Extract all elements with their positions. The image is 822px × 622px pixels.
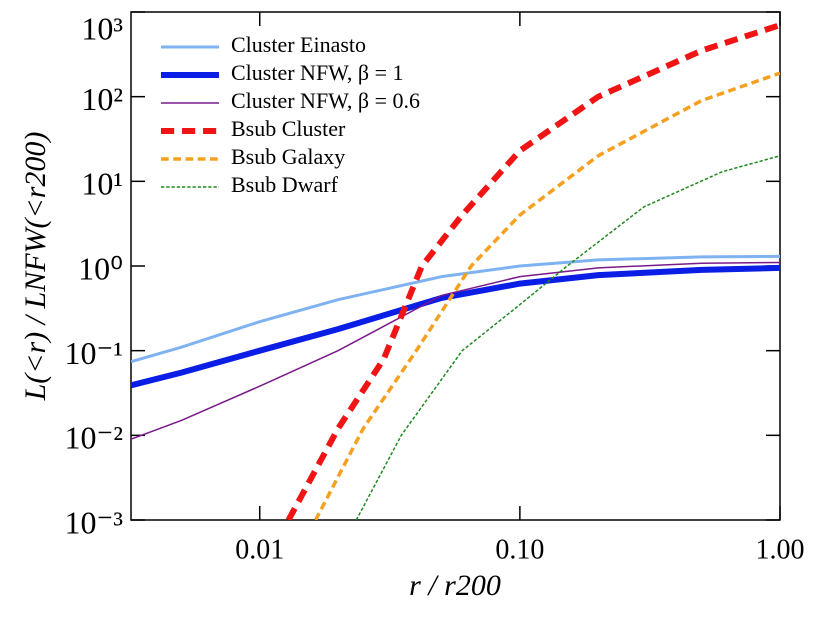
x-tick-label: 0.01: [235, 534, 284, 565]
y-tick-label: 10¹: [81, 166, 123, 202]
series-line: [131, 254, 780, 364]
plot-lines: [131, 22, 780, 520]
series-line: [131, 264, 780, 389]
legend-label: Bsub Galaxy: [231, 144, 345, 169]
y-tick-label: 10³: [81, 10, 123, 46]
plot-frame: [130, 11, 781, 521]
series-line: [285, 22, 780, 520]
x-tick-label: 1.00: [756, 534, 805, 565]
y-tick-label: 10⁻²: [65, 420, 123, 456]
y-tick-label: 10⁻¹: [65, 335, 123, 371]
y-axis-label: L(<r) / LNFW(<r200): [19, 132, 52, 402]
y-tick-label: 10⁻³: [65, 504, 123, 540]
series-line: [314, 71, 780, 520]
x-tick-label: 0.10: [495, 534, 544, 565]
legend-label: Cluster NFW, β = 1: [231, 60, 404, 85]
series-line: [355, 155, 780, 520]
legend-label: Cluster NFW, β = 0.6: [231, 88, 420, 113]
series-line: [131, 261, 780, 440]
y-tick-label: 10⁰: [78, 250, 123, 286]
legend-label: Cluster Einasto: [231, 32, 366, 57]
x-axis-label: r / r200: [409, 569, 501, 602]
y-tick-label: 10²: [81, 81, 123, 117]
legend-label: Bsub Dwarf: [231, 172, 339, 197]
legend-label: Bsub Cluster: [231, 116, 346, 141]
